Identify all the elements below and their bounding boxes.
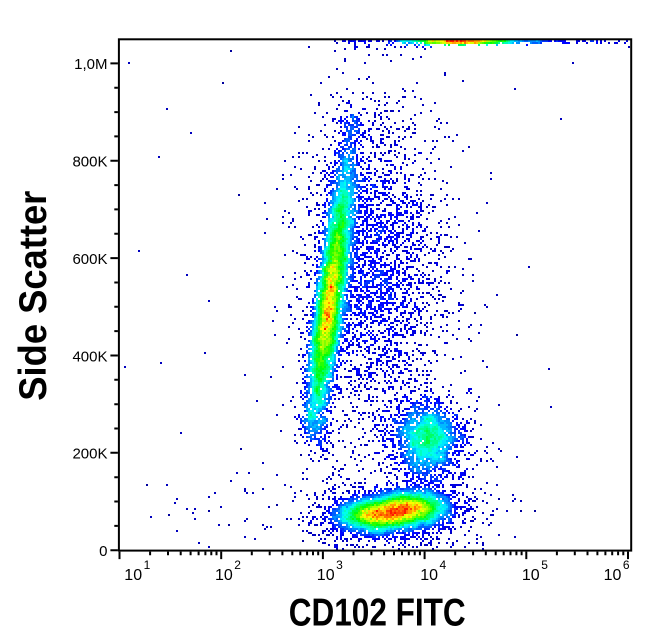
svg-text:1,0M: 1,0M — [74, 56, 107, 73]
svg-text:800K: 800K — [72, 154, 107, 171]
svg-text:200K: 200K — [72, 446, 107, 463]
svg-text:CD102 FITC: CD102 FITC — [289, 591, 466, 634]
svg-text:600K: 600K — [72, 251, 107, 268]
svg-text:0: 0 — [99, 543, 107, 560]
svg-text:400K: 400K — [72, 348, 107, 365]
svg-text:Side Scatter: Side Scatter — [12, 191, 55, 401]
